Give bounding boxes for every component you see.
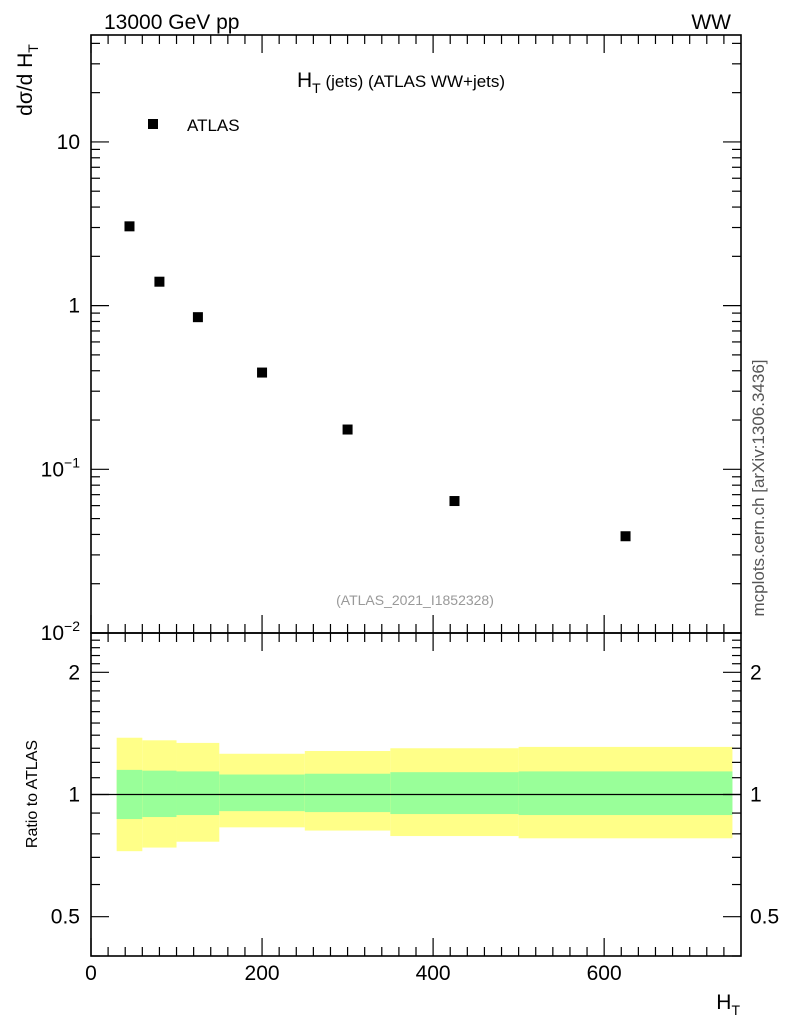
data-point	[449, 496, 460, 507]
inner-band-bin	[219, 774, 305, 812]
top-y-tick-label: 10−1	[41, 454, 81, 481]
ratio-y-tick-label-left: 1	[68, 784, 80, 807]
data-point	[124, 221, 135, 232]
legend-label: ATLAS	[187, 116, 240, 135]
header-left-label: 13000 GeV pp	[104, 11, 239, 34]
ratio-y-tick-label-left: 0.5	[51, 906, 80, 929]
top-y-axis-label: dσ/d HT	[14, 44, 41, 116]
data-point	[257, 367, 268, 378]
x-tick-label: 600	[587, 962, 622, 985]
analysis-watermark: (ATLAS_2021_I1852328)	[336, 592, 494, 608]
data-point	[154, 276, 165, 287]
inner-band-bin	[390, 772, 519, 815]
ratio-panel: 2 2 1 1 0.5 0.5 0 200 400 600 Ratio to ATLAS HT	[24, 632, 779, 1018]
data-point	[620, 531, 631, 542]
inner-band-bin	[518, 771, 733, 816]
ratio-y-tick-label-right: 2	[750, 661, 762, 684]
top-y-tick-label: 10	[57, 131, 80, 154]
inner-band-bin	[176, 771, 220, 816]
top-y-tick-label: 10−2	[41, 618, 81, 645]
x-tick-label: 200	[245, 962, 280, 985]
plot-title: HT (jets) (ATLAS WW+jets)	[297, 69, 505, 96]
top-axis-ticks	[90, 35, 741, 634]
ratio-y-tick-label-right: 0.5	[750, 906, 779, 929]
inner-band-bin	[142, 770, 177, 818]
source-credit-label: mcplots.cern.ch [arXiv:1306.3436]	[749, 359, 768, 616]
top-y-tick-label: 1	[68, 295, 80, 318]
ratio-y-axis-label: Ratio to ATLAS	[24, 740, 41, 848]
header-right-label: WW	[691, 11, 731, 34]
x-tick-label: 0	[85, 962, 97, 985]
x-tick-label: 400	[416, 962, 451, 985]
ratio-y-tick-label-right: 1	[750, 784, 762, 807]
ratio-y-tick-label-left: 2	[68, 661, 80, 684]
data-point	[342, 424, 353, 435]
top-panel: 10 1 10−1 10−2 HT (jets) (ATLAS WW+jets) AT…	[14, 34, 742, 645]
data-points	[124, 221, 631, 542]
inner-band-bin	[304, 773, 391, 813]
x-tick-labels: 0 200 400 600	[85, 962, 622, 985]
top-y-tick-labels: 10 1 10−1 10−2	[41, 131, 81, 645]
ratio-y-tick-labels: 2 2 1 1 0.5 0.5	[51, 661, 779, 928]
x-axis-label: HT	[716, 991, 740, 1018]
data-point	[192, 312, 203, 323]
ratio-plot-frame	[90, 632, 742, 957]
legend-marker	[148, 119, 158, 129]
